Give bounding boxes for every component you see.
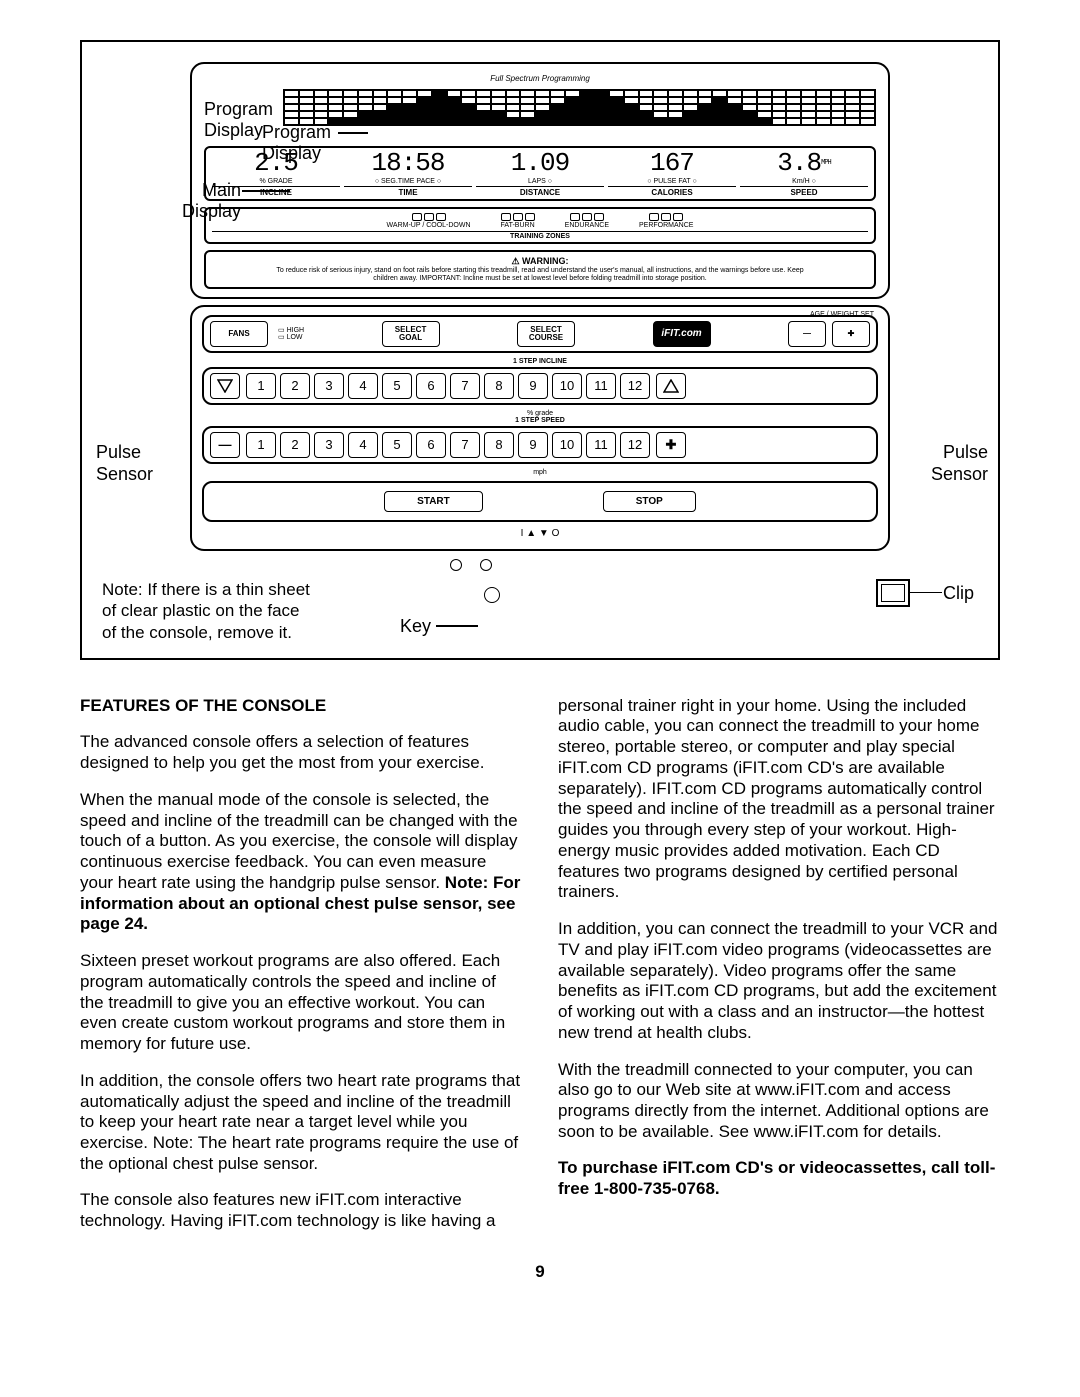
incline-button-1[interactable]: 1 xyxy=(246,373,276,399)
incline-button-10[interactable]: 10 xyxy=(552,373,582,399)
incline-button-7[interactable]: 7 xyxy=(450,373,480,399)
para: personal trainer right in your home. Usi… xyxy=(558,696,1000,903)
start-button[interactable]: START xyxy=(384,491,483,512)
incline-button-9[interactable]: 9 xyxy=(518,373,548,399)
incline-up-button[interactable] xyxy=(656,373,686,399)
incline-button-11[interactable]: 11 xyxy=(586,373,616,399)
speed-button-10[interactable]: 10 xyxy=(552,432,582,458)
prog-caption: Full Spectrum Programming xyxy=(204,74,876,83)
fan-level: HIGHLOW xyxy=(278,327,304,341)
speed-button-2[interactable]: 2 xyxy=(280,432,310,458)
main-lcd: 2.5% GRADEINCLINE18:58○ SEG.TIME PACE ○T… xyxy=(204,146,876,201)
grade-unit: % grade xyxy=(202,410,878,417)
incline-button-2[interactable]: 2 xyxy=(280,373,310,399)
start-stop-row: START STOP xyxy=(202,481,878,522)
para-bold: To purchase iFIT.com CD's or videocasset… xyxy=(558,1158,1000,1199)
para: When the manual mode of the console is s… xyxy=(80,790,522,935)
section-heading: FEATURES OF THE CONSOLE xyxy=(80,696,522,717)
para: In addition, the console offers two hear… xyxy=(80,1071,522,1175)
incline-button-8[interactable]: 8 xyxy=(484,373,514,399)
stop-button[interactable]: STOP xyxy=(603,491,696,512)
plus-button[interactable]: ✚ xyxy=(832,321,870,347)
arrow-indicators: I ▲ ▼ O xyxy=(202,528,878,539)
note-plastic: Note: If there is a thin sheet of clear … xyxy=(102,579,310,643)
clip-icon xyxy=(876,579,910,607)
ifit-button[interactable]: iFIT.com xyxy=(653,321,711,347)
key-holes xyxy=(450,559,492,571)
console-diagram: Program Display Main Display Pulse Senso… xyxy=(80,40,1000,660)
article-body: FEATURES OF THE CONSOLE The advanced con… xyxy=(80,696,1000,1232)
page-number: 9 xyxy=(80,1262,1000,1282)
para: The console also features new iFIT.com i… xyxy=(80,1190,522,1231)
incline-button-12[interactable]: 12 xyxy=(620,373,650,399)
console-bottom: Clip Key Note: If there is a thin sheet … xyxy=(100,557,980,643)
incline-button-5[interactable]: 5 xyxy=(382,373,412,399)
callout-key: Key xyxy=(400,616,431,637)
speed-button-7[interactable]: 7 xyxy=(450,432,480,458)
speed-row: — 123456789101112 ✚ xyxy=(202,426,878,464)
para: The advanced console offers a selection … xyxy=(80,732,522,773)
select-course-button[interactable]: SELECT COURSE xyxy=(517,321,575,347)
incline-down-button[interactable] xyxy=(210,373,240,399)
warning-box: ⚠ WARNING: To reduce risk of serious inj… xyxy=(204,250,876,288)
mph-unit: mph xyxy=(202,469,878,476)
speed-plus-button[interactable]: ✚ xyxy=(656,432,686,458)
incline-caption: 1 STEP INCLINE xyxy=(202,358,878,365)
training-zones: WARM-UP / COOL-DOWNFAT-BURNENDURANCEPERF… xyxy=(204,207,876,244)
incline-button-6[interactable]: 6 xyxy=(416,373,446,399)
safety-key xyxy=(484,587,500,603)
program-grid xyxy=(283,89,876,126)
upper-display-panel: Full Spectrum Programming Program Displa… xyxy=(190,62,890,299)
para: Sixteen preset workout programs are also… xyxy=(80,951,522,1055)
speed-button-6[interactable]: 6 xyxy=(416,432,446,458)
minus-button[interactable]: — xyxy=(788,321,826,347)
speed-caption: 1 STEP SPEED xyxy=(202,417,878,424)
speed-button-11[interactable]: 11 xyxy=(586,432,616,458)
incline-button-3[interactable]: 3 xyxy=(314,373,344,399)
control-row-1: FANS HIGHLOW SELECT GOAL SELECT COURSE i… xyxy=(202,315,878,353)
speed-button-8[interactable]: 8 xyxy=(484,432,514,458)
speed-button-9[interactable]: 9 xyxy=(518,432,548,458)
speed-button-5[interactable]: 5 xyxy=(382,432,412,458)
para: With the treadmill connected to your com… xyxy=(558,1060,1000,1143)
callout-clip: Clip xyxy=(943,583,974,604)
select-goal-button[interactable]: SELECT GOAL xyxy=(382,321,440,347)
speed-button-3[interactable]: 3 xyxy=(314,432,344,458)
para: In addition, you can connect the treadmi… xyxy=(558,919,1000,1043)
incline-button-4[interactable]: 4 xyxy=(348,373,378,399)
fans-button[interactable]: FANS xyxy=(210,321,268,347)
control-panel: AGE / WEIGHT SET FANS HIGHLOW SELECT GOA… xyxy=(190,305,890,551)
speed-button-1[interactable]: 1 xyxy=(246,432,276,458)
speed-button-4[interactable]: 4 xyxy=(348,432,378,458)
incline-row: 123456789101112 xyxy=(202,367,878,405)
speed-minus-button[interactable]: — xyxy=(210,432,240,458)
speed-button-12[interactable]: 12 xyxy=(620,432,650,458)
program-display-label: Program Display xyxy=(204,85,273,140)
